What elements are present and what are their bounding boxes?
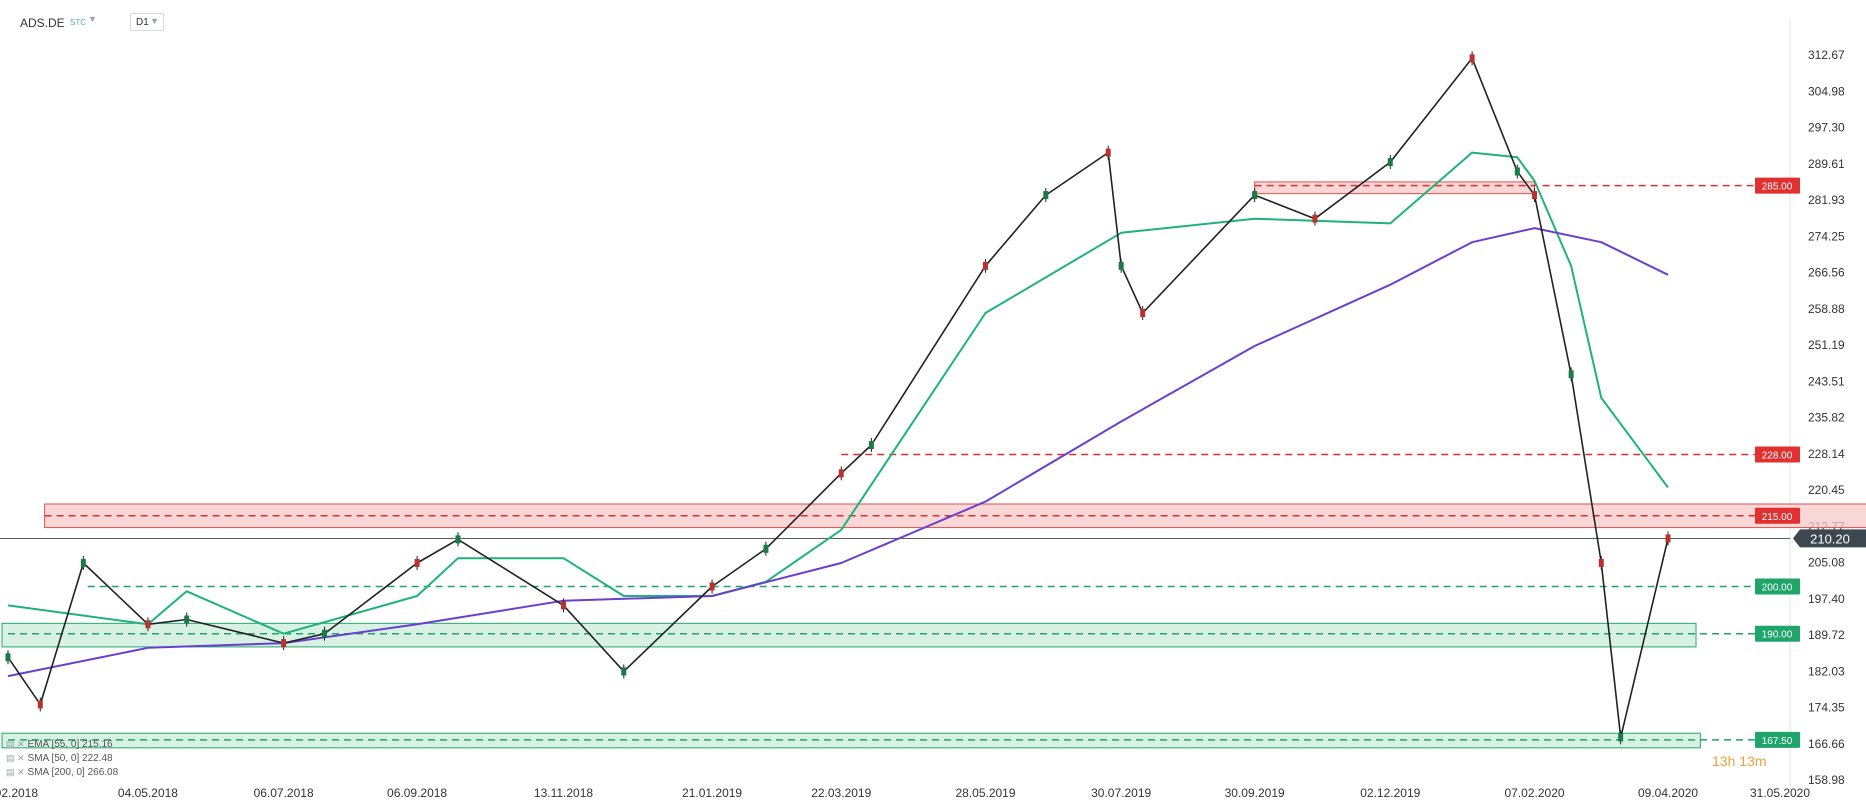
y-tick-label: 274.25 [1808,229,1845,243]
price-candle [868,441,874,450]
indicator-settings-icon[interactable]: ▤ ✕ [6,753,25,763]
x-tick-label: 06.09.2018 [387,786,447,800]
current-price-tag [1793,529,1866,548]
price-candle [1532,191,1538,200]
x-tick-label: 13.11.2018 [534,786,593,800]
price-candle [1118,261,1124,270]
indicator-settings-icon[interactable]: ▤ ✕ [6,739,25,749]
y-tick-label: 235.82 [1808,411,1845,425]
y-tick-label: 220.45 [1808,483,1845,497]
y-tick-label: 266.56 [1808,266,1845,280]
price-candle [1598,558,1604,567]
price-candle [1387,158,1393,167]
level-label: 228.00 [1762,450,1793,461]
y-tick-label: 166.66 [1808,737,1845,751]
level-label: 167.50 [1762,736,1793,747]
price-line [7,57,1669,739]
x-tick-label: 06.07.2018 [254,786,314,800]
level-label-box [1755,625,1800,642]
price-candle [1140,308,1146,317]
resistance-zone-285 [1254,181,1536,195]
price-candle [414,558,420,567]
current-price-label: 210.20 [1810,531,1850,546]
y-tick-label: 281.93 [1808,193,1845,207]
price-candle [1469,54,1475,63]
y-tick-label: 304.98 [1808,84,1845,98]
price-candle [1568,370,1574,379]
x-tick-label: 31.05.2020 [1750,786,1810,800]
price-candle [281,639,287,648]
price-candle [1043,191,1049,200]
y-tick-label: 258.88 [1808,302,1845,316]
timeframe-label: D1 [136,17,149,28]
y-tick-label: 174.35 [1808,701,1845,715]
price-candle [560,601,566,610]
price-candle [455,535,461,544]
indicator-ema55[interactable]: ▤ ✕ EMA [55, 0] 215.16 [6,739,113,750]
x-tick-label: 28.05.2019 [955,786,1015,800]
y-tick-label: 297.30 [1808,121,1845,135]
price-candle [763,544,769,553]
timeframe-select[interactable]: D1 ▼ [130,13,164,31]
price-candle [1665,534,1671,543]
level-label: 190.00 [1762,630,1793,641]
y-tick-label: 243.51 [1808,374,1845,388]
level-label-box [1755,731,1800,748]
x-tick-label: 30.09.2019 [1225,786,1285,800]
countdown-timer: 13h 13m [1712,753,1766,769]
x-tick-label: 09.04.2020 [1638,786,1698,800]
x-tick-label: 21.01.2019 [682,786,742,800]
price-candle [322,629,328,638]
x-tick-label: 02.12.2019 [1360,786,1420,800]
y-tick-label: 289.61 [1808,157,1845,171]
y-tick-label: 197.40 [1808,592,1845,606]
price-candle [1252,191,1258,200]
y-tick-label: 228.14 [1808,447,1845,461]
price-candle [37,700,43,709]
level-label: 215.00 [1762,512,1793,523]
sma200-line [7,227,1669,678]
x-tick-label: 28.02.2018 [0,786,38,800]
price-candle [1514,167,1520,176]
y-tick-label: 251.19 [1808,338,1845,352]
level-label: 200.00 [1762,583,1793,594]
price-candle [1618,733,1624,742]
indicator-sma200[interactable]: ▤ ✕ SMA [200, 0] 266.08 [6,767,119,778]
symbol-label: ADS.DE [20,16,65,30]
exchange-label: STC [70,18,86,27]
level-label-box [1755,177,1800,194]
price-candle [5,653,11,662]
y-tick-label: 189.72 [1808,628,1845,642]
level-label-box [1755,446,1800,463]
y-tick-label: 312.67 [1808,48,1845,62]
price-candle [838,469,844,478]
price-candle [184,615,190,624]
price-candle [145,620,151,629]
y-tick-label: 205.08 [1808,556,1845,570]
price-candle [621,667,627,676]
price-candle [1105,148,1111,157]
level-label: 285.00 [1762,182,1793,193]
indicator-sma50[interactable]: ▤ ✕ SMA [50, 0] 222.48 [6,753,113,764]
ema55-line [7,151,1669,635]
x-tick-label: 07.02.2020 [1505,786,1565,800]
x-tick-label: 22.03.2019 [811,786,871,800]
y-tick-label: 182.03 [1808,664,1845,678]
price-candle [1312,214,1318,223]
indicator-settings-icon[interactable]: ▤ ✕ [6,767,25,777]
price-candle [80,558,86,567]
chevron-down-icon: ▼ [150,16,159,26]
price-candle [983,261,989,270]
level-label-box [1755,507,1800,524]
support-zone-190 [1,622,1697,648]
chart-toolbar: ADS.DE STC ▼ D1 ▼ [0,0,1866,40]
y-tick-label: 158.98 [1808,773,1845,787]
x-tick-label: 30.07.2019 [1091,786,1151,800]
level-label-box [1755,578,1800,595]
x-tick-label: 04.05.2018 [118,786,178,800]
symbol-dropdown-icon[interactable]: ▼ [88,14,97,24]
price-candle [709,582,715,591]
